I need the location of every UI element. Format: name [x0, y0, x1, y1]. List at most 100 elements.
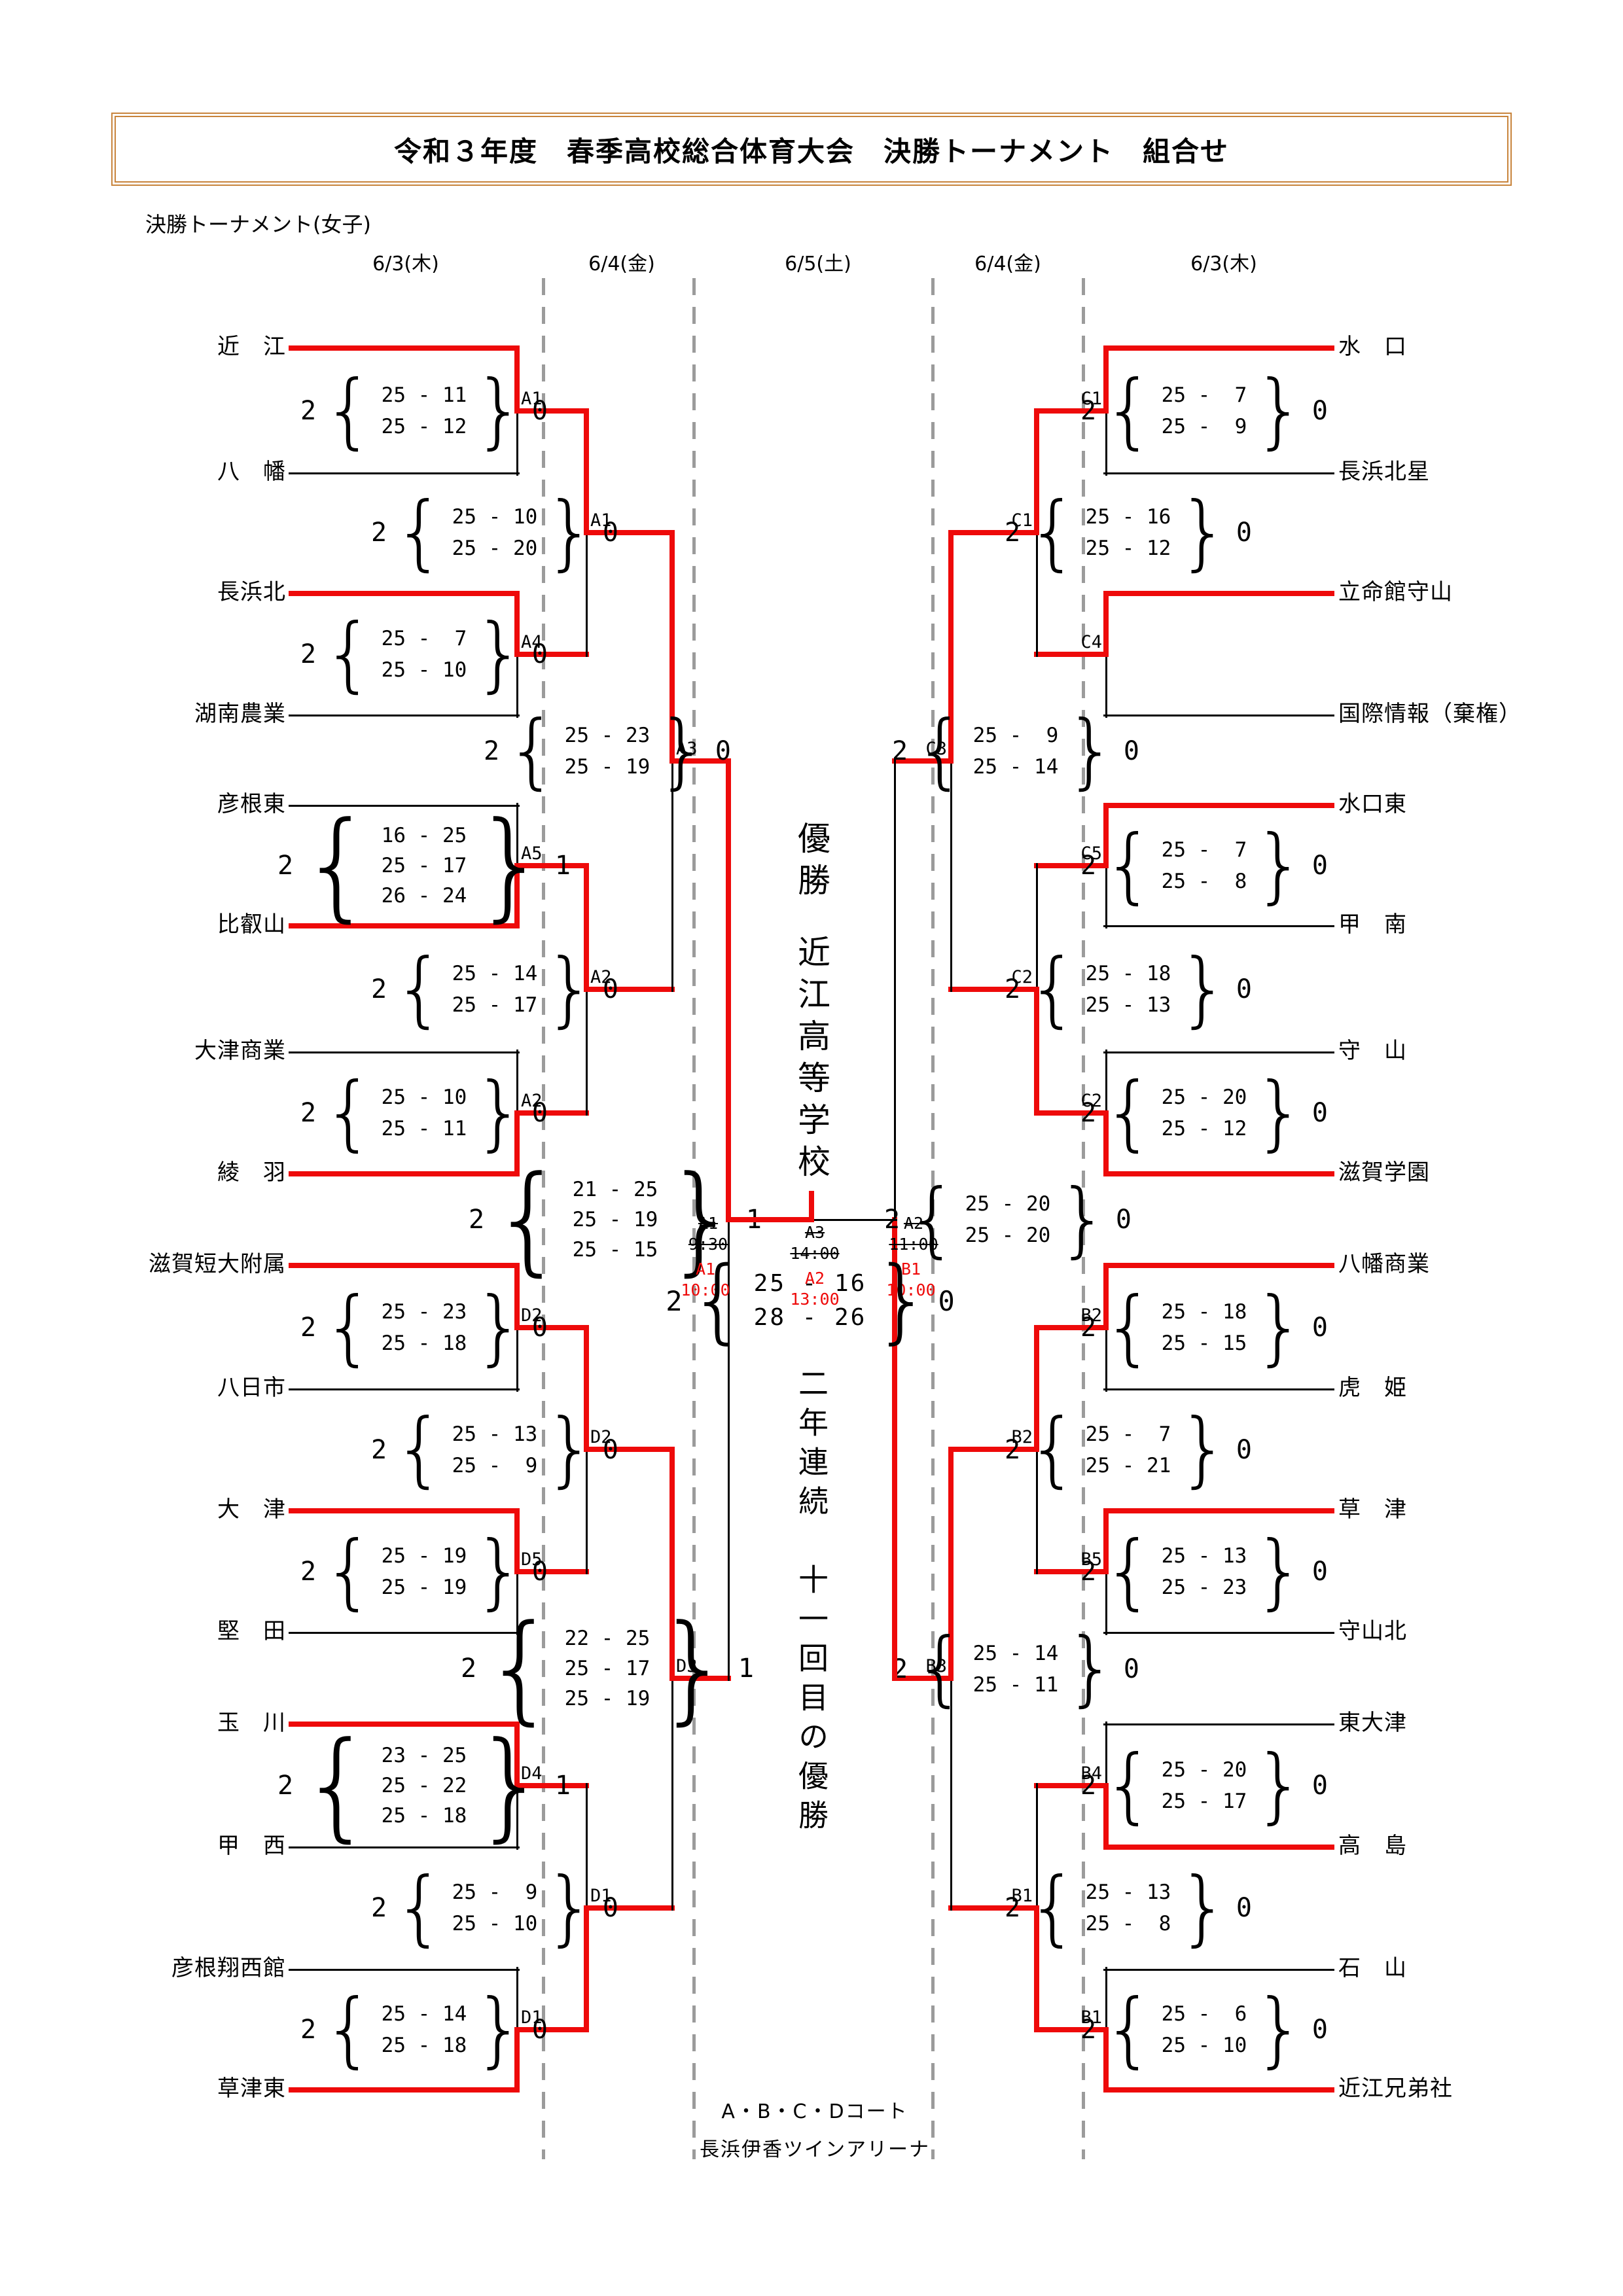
- sets-lost: 0: [602, 517, 618, 548]
- sets-lost: 1: [738, 1653, 754, 1684]
- bracket-line: [1035, 1447, 1038, 1574]
- sets-lost: 0: [531, 639, 548, 669]
- team-label-right-10: 草 津: [1338, 1496, 1407, 1523]
- match-code-right-r1-5: B5: [1080, 1549, 1102, 1570]
- sets-lost: 0: [1123, 1653, 1139, 1684]
- set-scores: 21 - 25 25 - 19 25 - 15: [572, 1178, 658, 1262]
- brace-open: {: [1027, 484, 1079, 580]
- set-scores: 25 - 6 25 - 10: [1161, 2002, 1247, 2057]
- team-label-left-5: 比叡山: [217, 911, 286, 938]
- bracket-line: [1035, 1783, 1038, 1911]
- bracket-line: [1105, 1324, 1107, 1392]
- team-line-right-15: [1103, 2087, 1334, 2093]
- brace-open: {: [1103, 817, 1155, 913]
- bracket-line: [514, 1722, 520, 1788]
- bracket-line: [514, 591, 520, 657]
- advance-line-left-r1-7: [514, 2027, 589, 2032]
- score-right-r2-1: 2{25 - 18 25 - 13} 0: [1005, 941, 1252, 1036]
- set-scores: 25 - 9 25 - 14: [972, 723, 1059, 779]
- brace-open: {: [483, 1600, 558, 1737]
- team-label-left-0: 近 江: [217, 334, 286, 360]
- final-line-right: [809, 1218, 897, 1221]
- bracket-line: [1103, 1508, 1109, 1574]
- advance-line-right-r1-0: [1034, 408, 1109, 414]
- team-label-right-15: 近江兄弟社: [1338, 2075, 1453, 2102]
- team-line-left-3: [289, 714, 520, 716]
- sets-won: 2: [1080, 851, 1097, 881]
- brace-close: }: [544, 1402, 596, 1496]
- team-label-left-15: 草津東: [217, 2075, 286, 2102]
- sets-won: 2: [300, 1312, 317, 1343]
- court-planned-final: A3 14:00: [790, 1223, 840, 1263]
- bracket-line: [516, 652, 518, 718]
- venue-courts: A・B・C・Dコート: [721, 2100, 908, 2123]
- brace-close: }: [473, 1065, 526, 1160]
- match-code-left-r3-0: A3: [676, 738, 698, 759]
- team-line-right-10: [1103, 1508, 1334, 1513]
- score-right-r2-3: 2{25 - 13 25 - 8} 0: [1005, 1867, 1252, 1948]
- score-right-sf: 2{25 - 20 25 - 20} 0: [884, 1178, 1132, 1260]
- bracket-line: [514, 1110, 520, 1176]
- team-label-left-12: 玉 川: [217, 1710, 286, 1736]
- team-line-left-0: [289, 345, 520, 351]
- advance-line-right-r1-7: [1034, 2027, 1109, 2032]
- bracket-line: [514, 345, 520, 414]
- column-divider-1: [542, 278, 545, 2159]
- set-scores: 25 - 18 25 - 15: [1161, 1299, 1247, 1355]
- brace-open: {: [323, 1279, 375, 1375]
- sets-lost: 0: [1311, 1557, 1328, 1587]
- brace-close: }: [544, 1860, 596, 1955]
- sets-lost: 0: [1311, 2015, 1328, 2045]
- court-actual-left-sf: A1 10:00: [681, 1260, 730, 1299]
- brace-close: }: [1253, 1737, 1306, 1833]
- brace-open: {: [323, 1523, 375, 1619]
- set-scores: 25 - 9 25 - 10: [452, 1880, 538, 1935]
- court-planned-right-sf: A2 11:00: [889, 1214, 938, 1254]
- brace-open: {: [323, 1981, 375, 2077]
- column-divider-4: [1082, 278, 1085, 2159]
- match-code-right-r1-1: C4: [1080, 632, 1102, 652]
- advance-line-left-r3-0: [669, 758, 731, 764]
- bracket-line: [514, 2027, 520, 2093]
- sets-lost: 0: [1115, 1205, 1132, 1235]
- score-right-r1-7: 2{25 - 6 25 - 10} 0: [1080, 1988, 1328, 2070]
- team-line-left-5: [289, 923, 520, 928]
- venue-arena: 長浜伊香ツインアリーナ: [700, 2138, 930, 2161]
- bracket-line: [950, 1676, 952, 1911]
- advance-line-right-r1-2: [1034, 863, 1109, 868]
- bracket-line: [669, 1447, 675, 1682]
- sets-lost: 0: [531, 1312, 548, 1343]
- bracket-line: [516, 1569, 518, 1635]
- team-line-right-6: [1103, 1051, 1334, 1053]
- bracket-line: [950, 758, 952, 992]
- team-line-right-9: [1103, 1388, 1334, 1390]
- champion-text: 優勝近江高等学校: [788, 821, 835, 1186]
- page-title: 令和３年度 春季高校総合体育大会 決勝トーナメント 組合せ: [393, 135, 1229, 168]
- sets-lost: 0: [602, 1434, 618, 1465]
- bracket-line: [1034, 1905, 1039, 2032]
- match-code-right-r3-0: C3: [925, 738, 947, 759]
- team-label-left-2: 長浜北: [217, 579, 286, 605]
- bracket-line: [516, 1783, 518, 1850]
- match-code-right-r1-7: B1: [1080, 2007, 1102, 2028]
- match-code-left-r3-1: D3: [676, 1656, 698, 1677]
- set-scores: 22 - 25 25 - 17 25 - 19: [564, 1627, 651, 1711]
- advance-line-right-r1-3: [1034, 1110, 1109, 1116]
- sets-won: 2: [469, 1205, 485, 1235]
- match-code-left-r2-1: A2: [590, 967, 612, 987]
- set-scores: 25 - 20 25 - 17: [1161, 1758, 1247, 1813]
- set-scores: 25 - 7 25 - 9: [1161, 383, 1247, 438]
- team-line-right-11: [1103, 1631, 1334, 1634]
- brace-open: {: [1027, 941, 1079, 1036]
- team-label-left-8: 滋賀短大附属: [149, 1251, 286, 1277]
- score-left-r1-5: 2{25 - 19 25 - 19} 0: [300, 1523, 548, 1619]
- sets-lost: 0: [531, 1557, 548, 1587]
- champion-name: 近江高等学校: [793, 935, 830, 1186]
- team-line-right-14: [1103, 1968, 1334, 1971]
- brace-open: {: [393, 484, 446, 580]
- team-line-right-12: [1103, 1723, 1334, 1725]
- bracket-line: [584, 408, 589, 535]
- bracket-line: [893, 758, 896, 1222]
- team-line-left-14: [289, 1968, 520, 1971]
- match-code-right-r1-6: B4: [1080, 1763, 1102, 1784]
